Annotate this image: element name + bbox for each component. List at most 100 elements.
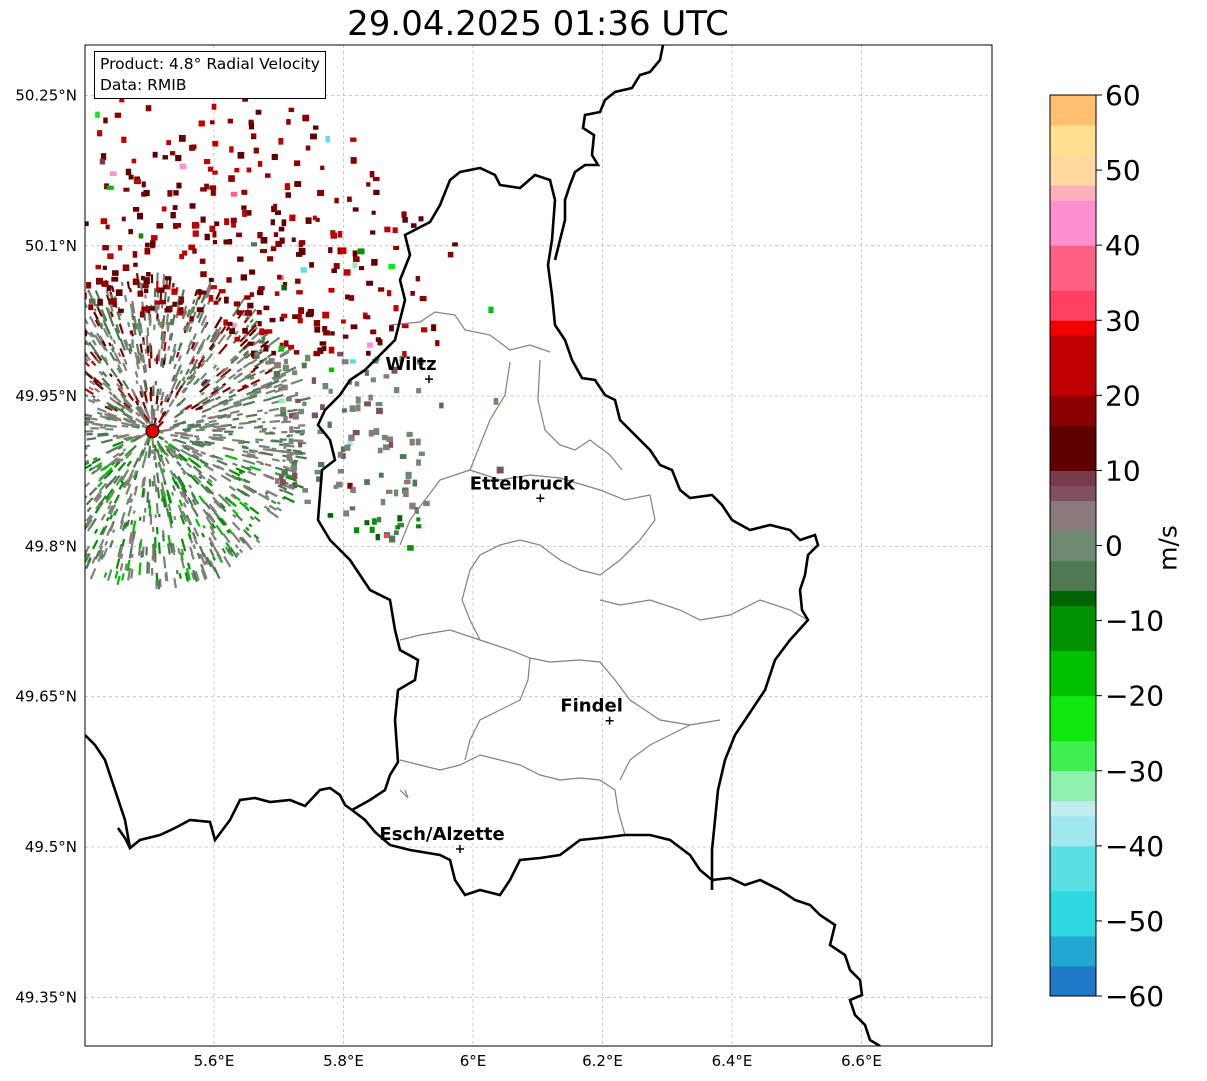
- echo-gate: [98, 494, 107, 506]
- echo-gate: [149, 514, 153, 525]
- echo-gate: [185, 568, 191, 581]
- echo-gate: [253, 147, 259, 154]
- echo-gate: [259, 340, 270, 349]
- echo-gate: [67, 456, 79, 462]
- echo-gate: [175, 222, 182, 228]
- echo-gate: [236, 412, 243, 417]
- echo-gate: [156, 404, 160, 411]
- echo-gate: [298, 408, 305, 415]
- echo-gate: [231, 222, 236, 228]
- echo-gate: [103, 117, 108, 124]
- echo-gate: [152, 526, 155, 533]
- echo-gate: [96, 398, 101, 403]
- echo-gate: [107, 412, 118, 418]
- echo-gate: [328, 287, 335, 293]
- echo-gate: [95, 264, 101, 270]
- echo-gate: [218, 289, 226, 294]
- echo-gate: [102, 327, 110, 338]
- echo-gate: [391, 366, 398, 374]
- echo-gate: [226, 277, 232, 283]
- echo-gate: [247, 454, 259, 460]
- echo-gate: [402, 217, 408, 223]
- echo-gate: [224, 454, 238, 461]
- echo-gate: [368, 429, 374, 437]
- echo-gate: [328, 346, 335, 354]
- echo-gate: [255, 440, 259, 444]
- echo-gate: [54, 407, 61, 411]
- echo-gate: [131, 520, 137, 533]
- colorbar-segment: [1050, 425, 1096, 441]
- echo-gate: [127, 469, 135, 480]
- echo-gate: [0, 417, 4, 420]
- echo-gate: [187, 446, 199, 453]
- echo-gate: [65, 370, 69, 374]
- echo-gate: [157, 349, 161, 362]
- echo-gate: [88, 315, 97, 328]
- echo-gate: [23, 371, 27, 374]
- echo-gate: [26, 411, 31, 414]
- echo-gate: [259, 369, 265, 374]
- echo-gate: [104, 540, 109, 546]
- echo-gate: [119, 563, 124, 571]
- echo-gate: [41, 474, 50, 480]
- echo-gate: [128, 343, 133, 352]
- echo-gate: [208, 503, 218, 514]
- echo-gate: [248, 394, 258, 400]
- echo-gate: [300, 429, 305, 434]
- echo-gate: [311, 412, 318, 419]
- echo-gate: [237, 372, 243, 377]
- echo-gate: [114, 570, 119, 579]
- echo-gate: [154, 381, 157, 386]
- echo-gate: [135, 343, 141, 355]
- echo-gate: [105, 496, 111, 504]
- echo-gate: [488, 306, 494, 314]
- echo-gate: [268, 336, 281, 347]
- colorbar-segment: [1050, 140, 1096, 156]
- echo-gate: [263, 397, 272, 402]
- echo-gate: [107, 405, 116, 411]
- echo-gate: [279, 443, 285, 447]
- echo-gate: [297, 317, 303, 324]
- echo-gate: [146, 345, 150, 353]
- echo-gate: [25, 431, 32, 433]
- colorbar-segment: [1050, 335, 1096, 351]
- echo-gate: [211, 103, 217, 110]
- echo-gate: [162, 284, 168, 289]
- echo-gate: [364, 479, 370, 485]
- echo-gate: [57, 532, 61, 536]
- echo-gate: [169, 151, 176, 156]
- echo-gate: [212, 555, 216, 561]
- echo-gate: [287, 408, 298, 413]
- echo-gate: [205, 516, 213, 527]
- echo-gate: [399, 355, 404, 363]
- longitude-ticks: 5.6°E 5.8°E 6°E 6.2°E 6.4°E 6.6°E: [194, 1052, 882, 1070]
- echo-gate: [44, 354, 53, 361]
- echo-gate: [211, 437, 224, 442]
- echo-gate: [107, 505, 114, 515]
- echo-gate: [72, 301, 76, 306]
- echo-gate: [133, 474, 138, 481]
- echo-gate: [179, 435, 190, 440]
- echo-gate: [117, 545, 123, 558]
- echo-gate: [42, 469, 47, 473]
- echo-gate: [219, 436, 227, 439]
- echo-gate: [111, 276, 119, 282]
- echo-gate: [3, 426, 6, 428]
- echo-gate: [107, 253, 114, 260]
- echo-gate: [276, 506, 282, 512]
- echo-gate: [270, 499, 277, 505]
- echo-gate: [156, 449, 162, 463]
- echo-gate: [66, 353, 72, 359]
- echo-gate: [202, 424, 215, 429]
- echo-gate: [162, 274, 166, 285]
- echo-gate: [255, 351, 260, 356]
- echo-gate: [163, 492, 167, 499]
- echo-gate: [372, 518, 377, 525]
- echo-gate: [108, 390, 113, 396]
- colorbar-segment: [1050, 200, 1096, 216]
- echo-gate: [60, 498, 65, 502]
- echo-gate: [288, 438, 294, 445]
- echo-gate: [13, 480, 18, 487]
- echo-gate: [165, 507, 170, 518]
- echo-gate: [330, 331, 335, 336]
